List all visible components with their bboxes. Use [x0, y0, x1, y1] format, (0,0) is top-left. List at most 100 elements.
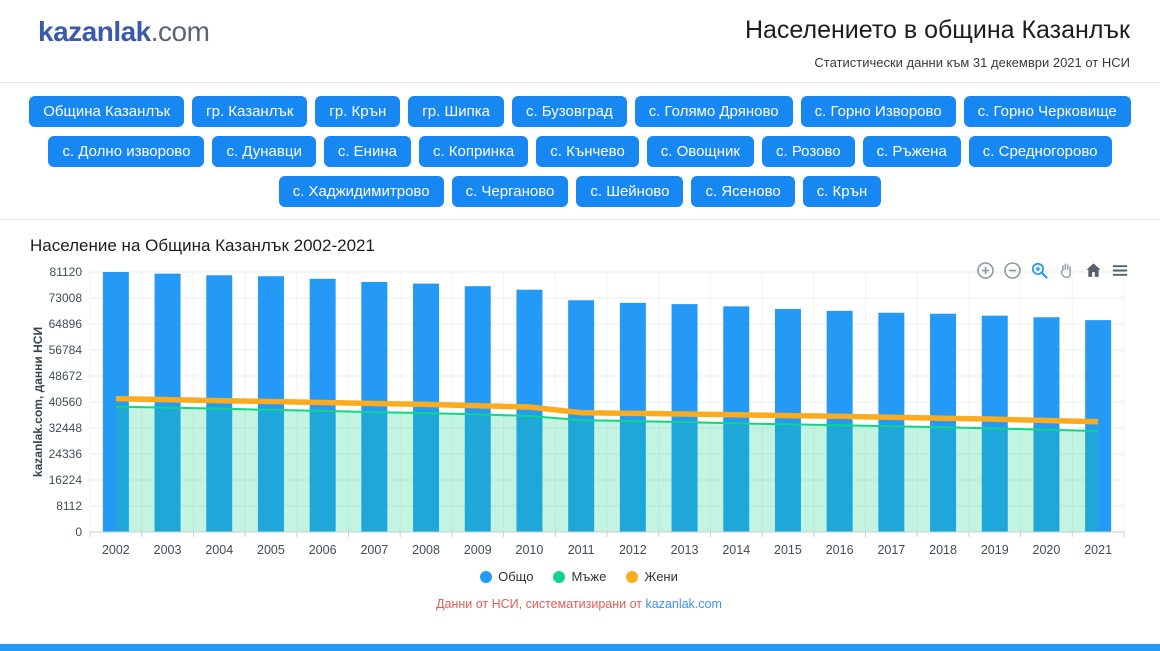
bar-2003[interactable] — [154, 273, 181, 532]
settlement-button-19[interactable]: с. Шейново — [576, 176, 684, 207]
bottom-accent-bar — [0, 644, 1160, 651]
legend-dot — [480, 570, 493, 583]
header-divider — [0, 82, 1160, 83]
bar-2020[interactable] — [1033, 317, 1060, 532]
population-chart[interactable]: 0 8112 16224 24336 32448 40560 48672 56784 64896… — [28, 262, 1130, 564]
y-axis-label: 8112 — [56, 499, 82, 513]
chart-legend: Общо Мъже Жени — [28, 569, 1130, 584]
bar-2015[interactable] — [774, 308, 801, 532]
y-axis-label: 73008 — [49, 291, 83, 305]
legend-item-1[interactable]: Мъже — [553, 569, 606, 584]
settlement-button-11[interactable]: с. Копринка — [418, 136, 529, 167]
y-axis-label: 0 — [75, 525, 82, 539]
y-axis-label: 81120 — [50, 265, 83, 279]
settlement-button-4[interactable]: с. Бузовград — [511, 96, 627, 127]
bar-2002[interactable] — [102, 272, 129, 532]
legend-item-2[interactable]: Жени — [626, 569, 678, 584]
selection-zoom-icon[interactable] — [1029, 260, 1049, 280]
logo-brand: kazanlak — [38, 16, 151, 47]
y-axis-label: 24336 — [49, 447, 83, 461]
bar-2012[interactable] — [619, 302, 646, 532]
page-header: kazanlak.com Населението в община Казанл… — [0, 0, 1160, 82]
x-axis-label: 2004 — [205, 543, 233, 557]
settlement-button-10[interactable]: с. Енина — [323, 136, 411, 167]
x-axis-label: 2020 — [1033, 543, 1061, 557]
chart-title: Население на Община Казанлък 2002-2021 — [30, 236, 375, 255]
site-logo[interactable]: kazanlak.com — [38, 16, 210, 48]
settlement-button-5[interactable]: с. Голямо Дряново — [634, 96, 793, 127]
x-axis-label: 2005 — [257, 543, 285, 557]
chart-toolbar — [975, 260, 1130, 280]
data-source-text: Данни от НСИ, систематизирани от — [436, 597, 646, 611]
y-axis-label: 64896 — [49, 317, 83, 331]
men-line[interactable] — [115, 405, 1099, 433]
bar-2004[interactable] — [206, 275, 233, 532]
legend-item-0[interactable]: Общо — [480, 569, 533, 584]
bar-2007[interactable] — [361, 282, 388, 532]
settlement-button-1[interactable]: гр. Казанлък — [192, 96, 308, 127]
pan-hand-icon[interactable] — [1056, 260, 1076, 280]
x-axis-label: 2018 — [929, 543, 957, 557]
settlement-button-12[interactable]: с. Кънчево — [536, 136, 639, 167]
settlement-button-20[interactable]: с. Ясеново — [691, 176, 795, 207]
settlement-button-14[interactable]: с. Розово — [762, 136, 855, 167]
page-title: Населението в община Казанлък — [744, 16, 1130, 44]
bar-2021[interactable] — [1085, 320, 1112, 532]
bar-2014[interactable] — [723, 306, 750, 532]
chart-section: Население на Община Казанлък 2002-2021 0… — [0, 220, 1160, 611]
settlement-button-3[interactable]: гр. Шипка — [408, 96, 504, 127]
x-axis-label: 2010 — [516, 543, 544, 557]
bar-2008[interactable] — [413, 283, 440, 532]
x-axis-label: 2006 — [309, 543, 337, 557]
bar-2016[interactable] — [826, 310, 853, 532]
bar-2019[interactable] — [981, 315, 1008, 532]
y-axis-label: 16224 — [49, 473, 83, 487]
x-axis-label: 2021 — [1084, 543, 1112, 557]
x-axis-label: 2017 — [877, 543, 905, 557]
settlement-button-16[interactable]: с. Средногорово — [968, 136, 1112, 167]
zoom-in-icon[interactable] — [975, 260, 995, 280]
x-axis-label: 2007 — [360, 543, 388, 557]
chart-footer: Данни от НСИ, систематизирани от kazanla… — [28, 597, 1130, 611]
home-reset-icon[interactable] — [1083, 260, 1103, 280]
y-axis-label: 56784 — [49, 343, 83, 357]
legend-label: Мъже — [571, 569, 607, 584]
logo-tld: .com — [150, 16, 210, 47]
legend-dot — [553, 570, 566, 583]
settlement-button-8[interactable]: с. Долно изворово — [48, 136, 205, 167]
settlement-button-9[interactable]: с. Дунавци — [212, 136, 316, 167]
source-link[interactable]: kazanlak.com — [645, 597, 722, 611]
page-subtitle: Статистически данни към 31 декември 2021… — [814, 55, 1130, 70]
legend-label: Жени — [644, 569, 678, 584]
bar-2017[interactable] — [878, 312, 905, 532]
x-axis-label: 2014 — [722, 543, 750, 557]
bar-2011[interactable] — [568, 300, 595, 532]
men-area — [115, 406, 1099, 532]
x-axis-label: 2012 — [619, 543, 647, 557]
x-axis-label: 2009 — [464, 543, 492, 557]
bar-2018[interactable] — [930, 313, 957, 532]
settlement-button-7[interactable]: с. Горно Черковище — [963, 96, 1131, 127]
bar-2013[interactable] — [671, 304, 698, 532]
settlement-button-21[interactable]: с. Крън — [802, 176, 882, 207]
x-axis-label: 2015 — [774, 543, 802, 557]
settlement-button-15[interactable]: с. Ръжена — [862, 136, 961, 167]
nav-divider — [0, 219, 1160, 220]
menu-icon[interactable] — [1110, 260, 1130, 280]
x-axis-label: 2013 — [671, 543, 699, 557]
bar-2010[interactable] — [516, 289, 543, 532]
x-axis-label: 2011 — [568, 543, 595, 557]
bar-2009[interactable] — [464, 286, 491, 532]
zoom-out-icon[interactable] — [1002, 260, 1022, 280]
legend-label: Общо — [498, 569, 534, 584]
settlement-button-0[interactable]: Община Казанлък — [29, 96, 185, 127]
settlement-button-13[interactable]: с. Овощник — [646, 136, 754, 167]
settlement-button-18[interactable]: с. Черганово — [451, 176, 569, 207]
x-axis-label: 2003 — [154, 543, 182, 557]
settlement-button-6[interactable]: с. Горно Изворово — [800, 96, 956, 127]
settlement-button-2[interactable]: гр. Крън — [315, 96, 401, 127]
y-axis-label: 40560 — [49, 395, 83, 409]
settlement-button-17[interactable]: с. Хаджидимитрово — [278, 176, 444, 207]
women-line[interactable] — [115, 395, 1099, 425]
y-axis-label: 32448 — [49, 421, 83, 435]
